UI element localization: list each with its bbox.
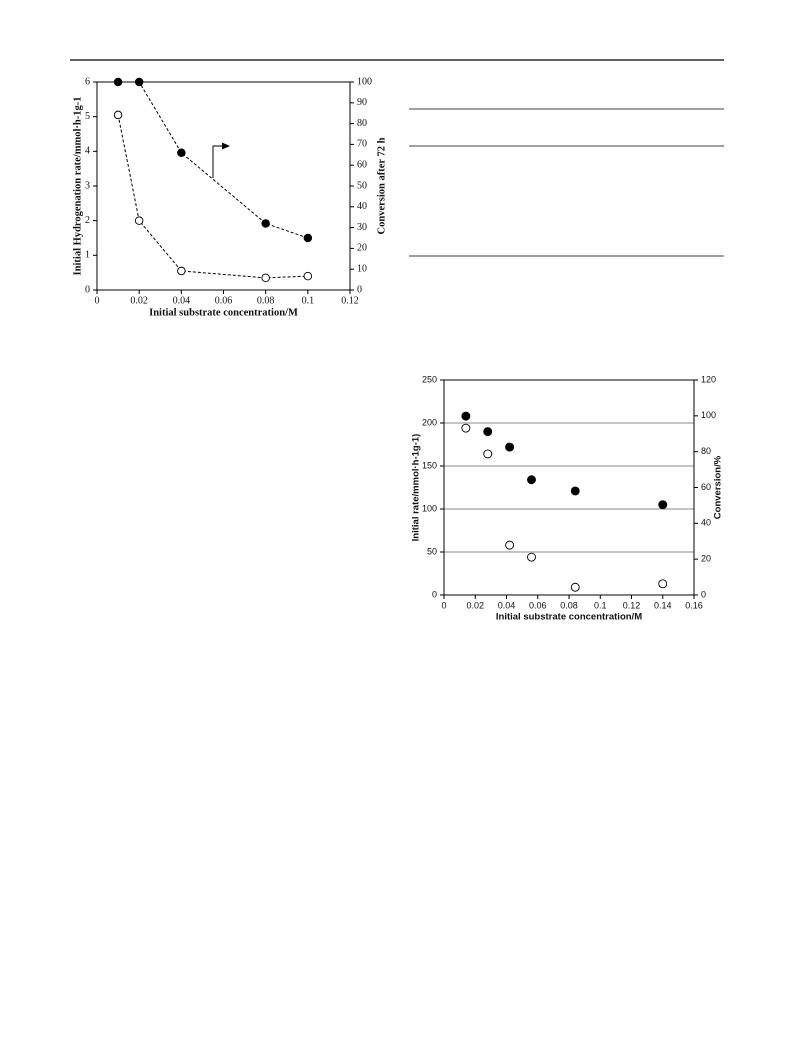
x-axis-title: Initial substrate concentration/M [496,612,642,623]
y2-tick-label: 60 [357,159,367,170]
plot-frame [443,379,695,596]
y2-tick-label: 20 [357,243,367,254]
series-line [117,114,308,279]
x-tick-label: 0.16 [685,600,703,610]
y-tick-label: 6 [85,76,90,87]
y2-tick-label: 80 [701,446,711,456]
y-axis-title: Initial Hydrogenation rate/mmol·h-1g-1 [72,97,83,276]
x-tick-label: 0.06 [215,295,233,306]
y2-tick-label: 100 [701,410,716,420]
y2-tick-label: 120 [701,374,716,384]
x-tick-label: 0.08 [257,295,275,306]
data-point [261,273,270,283]
data-point [570,486,580,496]
chart: 0 0.02 0.04 0.06 0.08 0.1 0.120123456010203040… [72,76,387,318]
x-tick-label: 0.04 [173,295,191,306]
data-point [527,475,536,485]
y2-tick-label: 0 [357,284,362,295]
y2-tick-label: 80 [357,118,367,129]
y-tick-label: 0 [85,284,90,295]
x-tick-label: 0 [441,600,446,610]
x-tick-label: 0 [95,295,100,306]
data-point [483,449,493,459]
annotation-arrow [212,145,224,178]
data-point [658,579,668,589]
y2-tick-label: 10 [357,263,367,274]
y2-tick-label: 100 [357,76,372,87]
y-tick-label: 200 [422,417,437,427]
data-point [134,216,144,225]
data-point [527,552,536,562]
y-tick-label: 1 [85,250,90,261]
plot-frame [96,81,351,291]
data-point [261,219,270,228]
y-tick-label: 2 [85,215,90,226]
y2-tick-label: 50 [357,180,367,191]
data-point [461,411,471,421]
y2-tick-label: 40 [701,518,711,528]
y-tick-label: 100 [422,503,437,513]
y2-tick-label: 70 [357,139,367,150]
x-tick-label: 0.14 [654,600,672,610]
y-tick-label: 50 [427,546,437,556]
data-point [658,500,668,510]
y2-tick-label: 20 [701,554,711,564]
data-point [113,110,123,120]
data-point [461,423,471,433]
x-tick-label: 0.02 [130,295,148,306]
data-point [483,427,493,437]
y2-tick-label: 40 [357,201,367,212]
y-tick-label: 5 [85,111,90,122]
x-axis-title: Initial substrate concentration/M [149,307,298,318]
y-tick-label: 3 [85,180,90,191]
y-axis-title: Initial rate/mmol·h-1g-1) [411,434,422,542]
y2-axis-title: Conversion after 72 h [376,137,387,234]
x-tick-label: 0.12 [623,600,641,610]
y-tick-label: 150 [422,460,437,470]
y-tick-label: 0 [432,589,437,599]
y-tick-label: 250 [422,374,437,384]
y2-axis-title: Conversion/% [713,455,724,519]
data-point [505,540,515,550]
data-point [177,266,186,276]
data-point [134,77,144,87]
data-point [570,582,580,592]
x-tick-label: 0.02 [466,600,484,610]
x-tick-label: 0.04 [498,600,516,610]
data-point [505,442,515,452]
chart: 0 0.02 0.04 0.06 0.08 0.1 0.12 0.14 0.1605010015… [411,374,724,622]
x-tick-label: 0.1 [594,600,607,610]
annotation-arrowhead [222,142,230,150]
data-point [177,148,186,157]
data-point [303,233,313,243]
y-tick-label: 4 [85,146,90,157]
y2-tick-label: 30 [357,222,367,233]
data-point [113,77,123,87]
data-point [303,271,313,281]
y2-tick-label: 90 [357,97,367,108]
x-tick-label: 0.06 [529,600,547,610]
x-tick-label: 0.08 [560,600,578,610]
x-tick-label: 0.12 [341,295,359,306]
y2-tick-label: 0 [701,589,706,599]
y2-tick-label: 60 [701,482,711,492]
x-tick-label: 0.1 [302,295,315,306]
